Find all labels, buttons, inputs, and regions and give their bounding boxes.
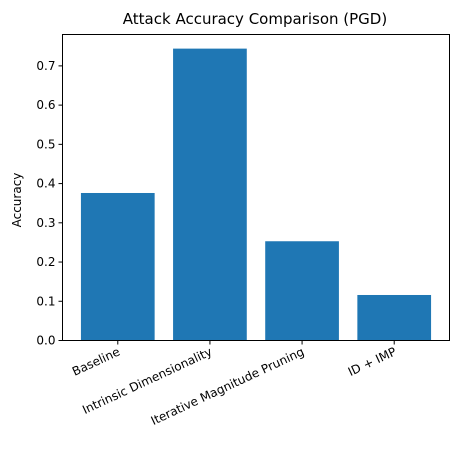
y-tick-label: 0.0 [36, 334, 55, 348]
x-tick-label: Baseline [70, 345, 122, 379]
bar-0 [80, 192, 155, 341]
y-tick-label: 0.2 [36, 255, 55, 269]
y-tick-label: 0.7 [36, 59, 55, 73]
y-tick-label: 0.4 [36, 177, 55, 191]
bar-3 [357, 294, 432, 341]
y-tick-label: 0.1 [36, 294, 55, 308]
y-tick-label: 0.6 [36, 98, 55, 112]
y-tick-label: 0.3 [36, 216, 55, 230]
x-tick-label: ID + IMP [346, 345, 399, 379]
y-axis-label: Accuracy [10, 173, 24, 228]
bar-2 [265, 241, 339, 341]
chart-title: Attack Accuracy Comparison (PGD) [123, 10, 387, 28]
y-tick-label: 0.5 [36, 137, 55, 151]
plot-frame [62, 34, 450, 341]
bars-group [80, 48, 432, 341]
x-tick-label: Iterative Magnitude Pruning [149, 345, 307, 428]
bar-1 [173, 48, 247, 341]
y-ticks-group: 0.0 0.1 0.2 0.3 0.4 0.5 0.6 0.7 [36, 59, 63, 348]
